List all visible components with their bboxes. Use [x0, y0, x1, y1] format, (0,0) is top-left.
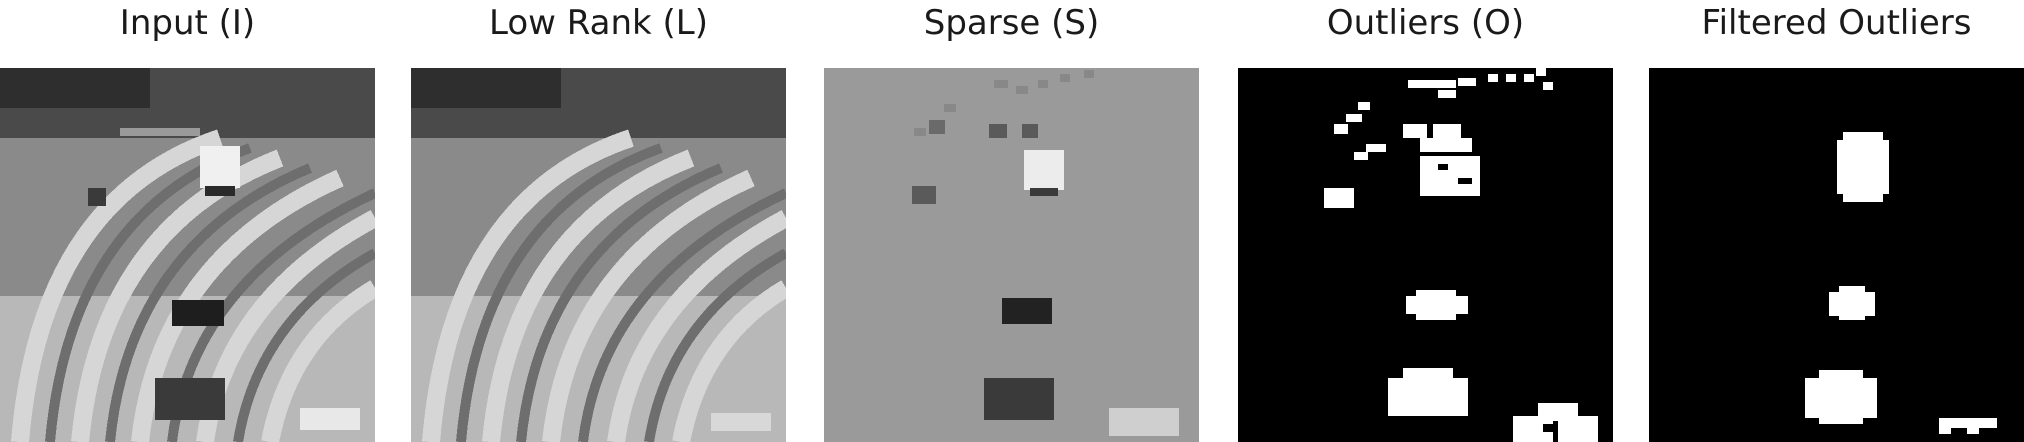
panel-title-low-rank: Low Rank (L) — [489, 3, 708, 43]
panel-input: Input (I) — [0, 0, 375, 442]
panel-outliers: Outliers (O) — [1238, 0, 1613, 442]
panel-title-outliers: Outliers (O) — [1326, 3, 1525, 43]
low-rank-image — [411, 68, 786, 442]
panel-sparse: Sparse (S) — [824, 0, 1199, 442]
panel-low-rank: Low Rank (L) — [411, 0, 786, 442]
sparse-image — [824, 68, 1199, 442]
input-image — [0, 68, 375, 442]
panel-title-input: Input (I) — [119, 3, 256, 43]
panel-title-filtered-outliers: Filtered Outliers — [1701, 3, 1972, 43]
panel-filtered-outliers: Filtered Outliers — [1649, 0, 2024, 442]
outliers-mask — [1238, 68, 1613, 442]
panel-title-sparse: Sparse (S) — [923, 3, 1100, 43]
filtered-outliers-mask — [1649, 68, 2024, 442]
